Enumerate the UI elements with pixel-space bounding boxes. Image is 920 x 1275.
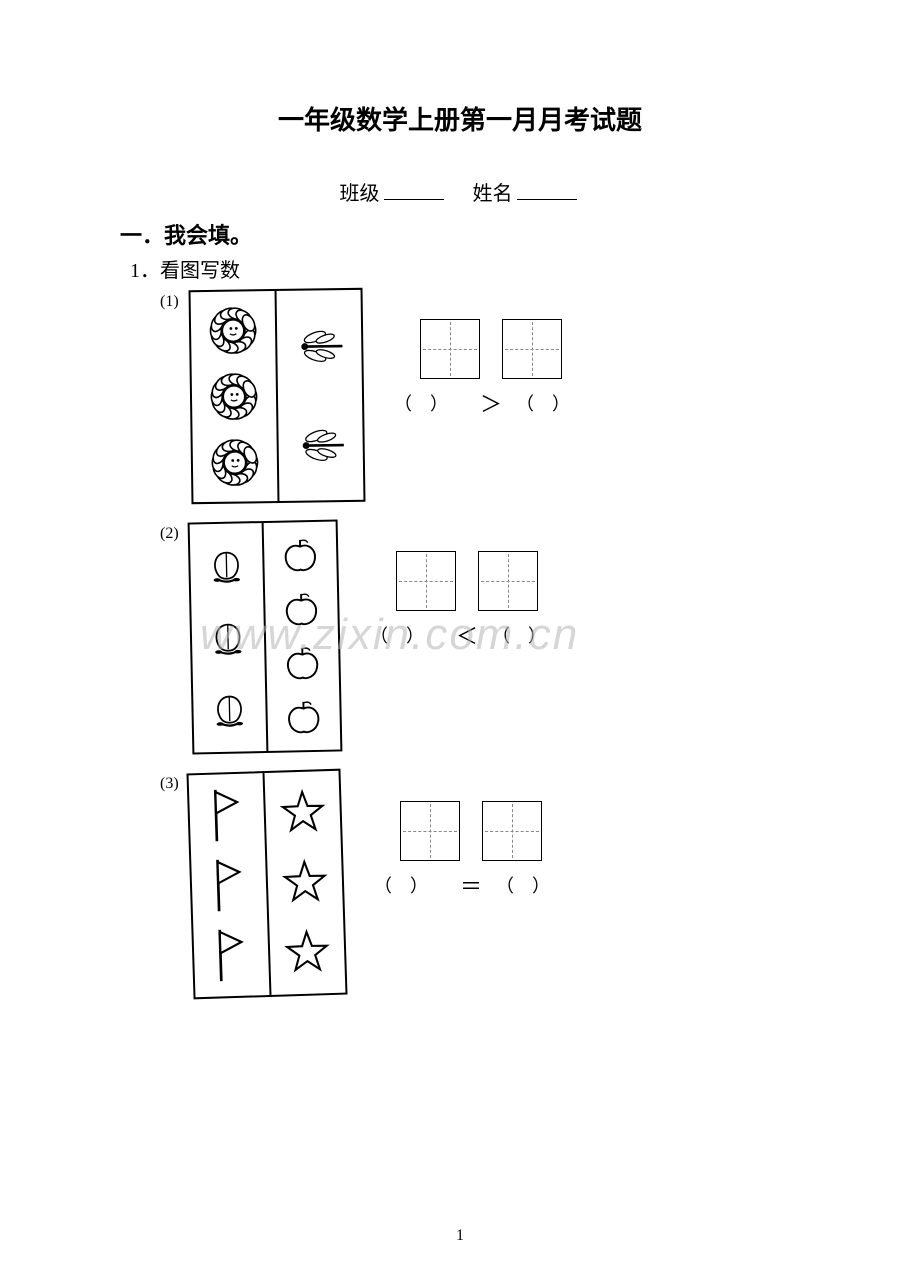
star-icon [279, 852, 331, 914]
picture-col-right [277, 290, 364, 501]
page: 一年级数学上册第一月月考试题 班级 姓名 一．我会填。 1．看图写数 (1) （）… [0, 0, 920, 1055]
picture-col-right [265, 771, 346, 995]
name-blank[interactable] [517, 181, 577, 200]
picture-col-right [264, 521, 341, 750]
flag-icon [205, 924, 257, 986]
info-row: 班级 姓名 [120, 177, 800, 206]
paren-right[interactable]: （） [492, 622, 564, 648]
picture-box [186, 769, 347, 1000]
section-num: 一． [120, 223, 164, 248]
problem-label: (3) [160, 771, 190, 793]
problem-2: (2) （） ＜ （） [160, 521, 800, 753]
write-boxes [396, 551, 538, 611]
flower-icon [205, 434, 266, 491]
flower-icon [204, 368, 265, 425]
paren-left[interactable]: （） [394, 390, 466, 416]
flower-icon [203, 302, 264, 359]
write-box[interactable] [396, 551, 456, 611]
answer-area: （） ＞ （） [394, 289, 588, 419]
flag-icon [201, 784, 253, 846]
problem-3: (3) （） ＝ （） [160, 771, 800, 997]
write-box[interactable] [400, 801, 460, 861]
problem-label: (2) [160, 521, 190, 543]
apple-icon [276, 533, 325, 578]
star-icon [281, 922, 333, 984]
paren-right[interactable]: （） [516, 390, 588, 416]
compare-op: ＜ [450, 619, 484, 651]
apple-icon [278, 641, 327, 686]
class-label: 班级 [340, 183, 380, 205]
q1-num: 1． [130, 260, 160, 282]
answer-area: （） ＝ （） [374, 771, 568, 901]
apple-icon [277, 587, 326, 632]
name-label: 姓名 [473, 183, 513, 205]
answer-area: （） ＜ （） [370, 521, 564, 651]
write-boxes [400, 801, 542, 861]
compare-op: ＝ [454, 869, 488, 901]
write-box[interactable] [482, 801, 542, 861]
star-icon [277, 782, 329, 844]
compare-row: （） ＝ （） [374, 869, 568, 901]
q1-title: 看图写数 [160, 260, 240, 282]
peach-icon [202, 543, 251, 588]
problems-container: (1) （） ＞ （） (2) （） ＜ （） (3) （） ＝ （） [120, 289, 800, 997]
picture-box [189, 288, 366, 504]
paren-left[interactable]: （） [370, 622, 442, 648]
dragonfly-icon [290, 416, 351, 473]
write-box[interactable] [478, 551, 538, 611]
apple-icon [279, 695, 328, 740]
section-heading: 一．我会填。 [120, 218, 800, 250]
dragonfly-icon [289, 317, 350, 374]
write-box[interactable] [420, 319, 480, 379]
problem-1: (1) （） ＞ （） [160, 289, 800, 503]
picture-box [188, 519, 343, 754]
write-box[interactable] [502, 319, 562, 379]
compare-row: （） ＜ （） [370, 619, 564, 651]
picture-col-left [189, 773, 272, 997]
write-boxes [420, 319, 562, 379]
page-number: 1 [456, 1227, 464, 1245]
class-blank[interactable] [384, 181, 444, 200]
flag-icon [203, 854, 255, 916]
picture-col-left [191, 291, 280, 502]
picture-col-left [190, 523, 269, 752]
section-title: 我会填。 [164, 223, 252, 248]
compare-row: （） ＞ （） [394, 387, 588, 419]
peach-icon [204, 615, 253, 660]
exam-title: 一年级数学上册第一月月考试题 [120, 100, 800, 137]
paren-left[interactable]: （） [374, 872, 446, 898]
compare-op: ＞ [474, 387, 508, 419]
paren-right[interactable]: （） [496, 872, 568, 898]
problem-label: (1) [160, 289, 190, 311]
question-1-heading: 1．看图写数 [130, 254, 800, 283]
peach-icon [205, 687, 254, 732]
